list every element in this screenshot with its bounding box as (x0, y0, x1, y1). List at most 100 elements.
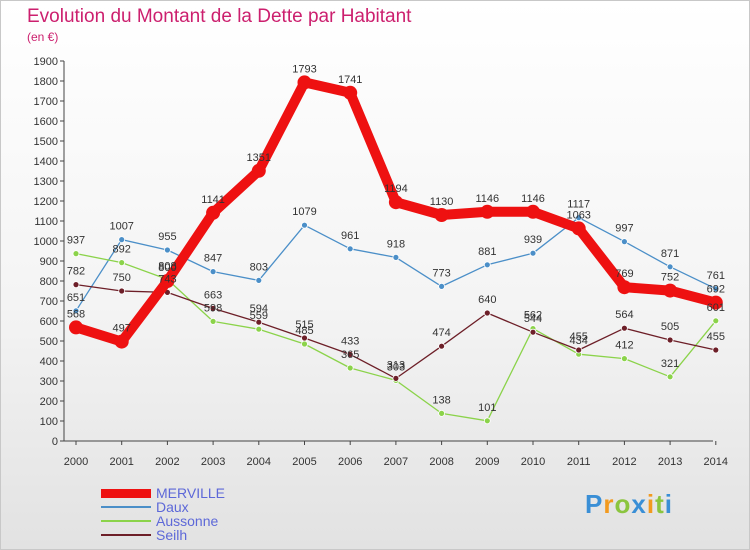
data-label: 601 (707, 302, 725, 314)
data-label: 663 (204, 289, 222, 301)
x-tick-label: 2001 (109, 456, 133, 468)
y-tick-label: 0 (52, 436, 58, 448)
data-label: 800 (158, 262, 176, 274)
data-label: 303 (387, 361, 405, 373)
data-point (72, 250, 80, 258)
legend-label: Aussonne (156, 513, 219, 529)
legend-item: Daux (101, 500, 225, 514)
data-label: 455 (707, 331, 725, 343)
data-label: 562 (524, 310, 542, 322)
data-point (343, 85, 358, 100)
data-label: 1130 (430, 196, 454, 208)
data-point (346, 350, 354, 358)
data-label: 640 (478, 294, 496, 306)
data-label: 564 (615, 309, 633, 321)
data-label: 808 (158, 260, 176, 272)
x-tick-label: 2006 (338, 456, 362, 468)
data-point (712, 346, 720, 354)
legend-label: Daux (156, 499, 189, 515)
data-label: 568 (67, 308, 85, 320)
legend-item: Aussonne (101, 514, 225, 528)
x-tick-label: 2003 (201, 456, 225, 468)
data-label: 1146 (475, 193, 499, 205)
data-point (483, 417, 491, 425)
data-point (666, 373, 674, 381)
data-label: 892 (113, 244, 131, 256)
data-point (72, 307, 80, 315)
data-point (621, 324, 628, 332)
y-tick-label: 1900 (34, 56, 58, 68)
data-labels-merville: 568 497 800 1141 1351 1793 1741 1194 1130 1146 114… (67, 63, 725, 334)
logo-letter: r (603, 489, 615, 519)
data-point (438, 282, 446, 290)
series-seilh (72, 281, 720, 382)
data-point (392, 374, 400, 382)
data-label: 138 (432, 394, 450, 406)
data-label: 544 (524, 313, 542, 325)
data-label: 750 (113, 272, 131, 284)
data-point (529, 328, 537, 336)
data-point (617, 280, 632, 295)
data-point (438, 342, 446, 350)
data-point (712, 317, 720, 325)
y-tick-label: 1300 (34, 176, 58, 188)
y-tick-label: 1000 (34, 236, 58, 248)
y-tick-label: 300 (40, 376, 58, 388)
data-label: 752 (661, 272, 679, 284)
data-point (251, 163, 266, 178)
y-tick-label: 1100 (34, 216, 58, 228)
legend-label: MERVILLE (156, 485, 225, 501)
data-point (438, 409, 446, 417)
logo-letter: i (646, 489, 656, 519)
data-label: 497 (113, 323, 131, 335)
data-point (69, 320, 83, 335)
data-label: 937 (67, 235, 85, 247)
data-label: 455 (570, 331, 588, 343)
data-point (297, 75, 312, 90)
data-label: 692 (707, 284, 725, 296)
series-line (71, 77, 721, 347)
data-label: 485 (295, 325, 313, 337)
y-tick-label: 800 (40, 276, 58, 288)
data-point (346, 245, 354, 253)
x-tick-label: 2011 (567, 456, 591, 468)
data-label: 559 (250, 310, 268, 322)
data-point (621, 355, 628, 363)
data-point (118, 287, 126, 295)
proxiti-logo: Proxiti (585, 489, 673, 520)
data-point (666, 336, 674, 344)
data-label: 101 (478, 402, 496, 414)
y-tick-label: 700 (40, 296, 58, 308)
data-label: 881 (478, 246, 496, 258)
data-point (114, 334, 129, 349)
legend-swatch (101, 520, 151, 522)
data-label: 782 (67, 266, 85, 278)
data-label: 1117 (567, 199, 590, 211)
data-label: 321 (661, 358, 679, 370)
series-merville (69, 75, 723, 349)
data-point (118, 236, 126, 244)
data-label: 412 (615, 340, 633, 352)
data-point (575, 214, 583, 222)
data-label: 1146 (521, 193, 545, 205)
legend-item: Seilh (101, 528, 225, 542)
x-tick-label: 2013 (658, 456, 682, 468)
data-label: 433 (341, 335, 359, 347)
data-point (209, 268, 217, 276)
data-point (255, 318, 263, 326)
y-tick-label: 900 (40, 256, 58, 268)
data-point (209, 304, 217, 312)
data-label: 1351 (247, 152, 271, 164)
x-tick-label: 2004 (247, 456, 271, 468)
data-label: 761 (707, 270, 725, 282)
data-point (529, 249, 537, 257)
data-point (663, 283, 678, 298)
data-point (163, 246, 171, 254)
data-point (118, 259, 126, 267)
data-label: 598 (204, 302, 222, 314)
x-tick-label: 2010 (521, 456, 545, 468)
y-tick-label: 200 (40, 396, 58, 408)
data-label: 434 (570, 335, 588, 347)
